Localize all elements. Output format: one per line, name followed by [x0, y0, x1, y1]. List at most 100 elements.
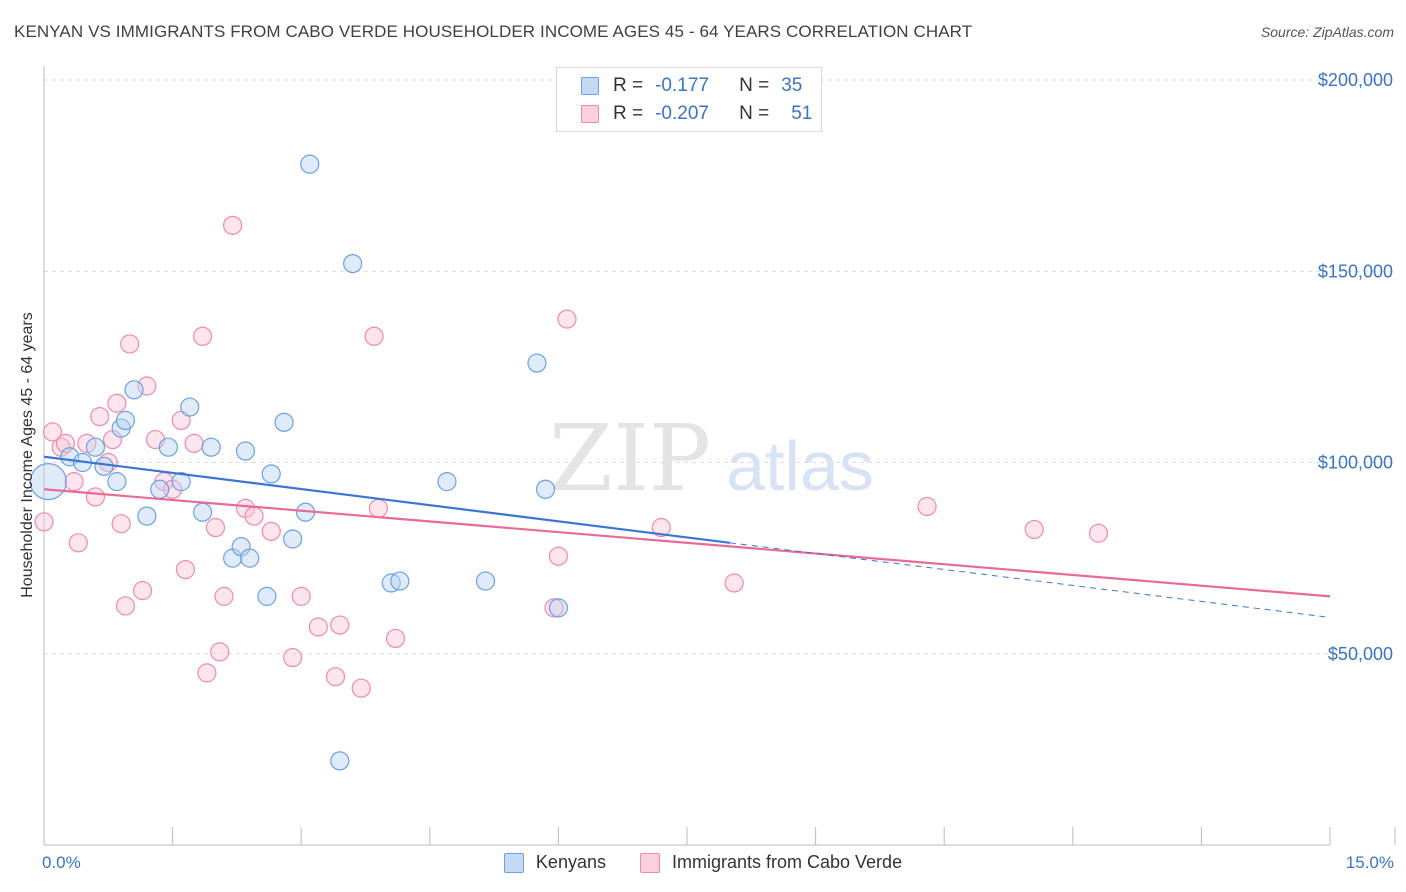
data-point [351, 678, 371, 698]
data-point [308, 617, 328, 637]
data-point [85, 437, 106, 457]
y-axis-label: Householder Income Ages 45 - 64 years [19, 312, 36, 598]
data-point [283, 647, 303, 668]
series-kenyans-points [29, 154, 569, 771]
y-tick-label: $150,000 [1318, 261, 1393, 281]
data-point [475, 571, 496, 591]
watermark-atlas: atlas [726, 427, 874, 505]
data-point [180, 397, 200, 417]
data-point [291, 586, 311, 606]
data-point [193, 502, 213, 522]
source-label: Source: ZipAtlas.com [1260, 24, 1394, 40]
data-point [201, 437, 221, 457]
data-point [94, 456, 114, 476]
data-point [283, 529, 303, 549]
trend-line-kenyans-extension [729, 542, 1331, 618]
data-point [235, 441, 256, 461]
data-point [390, 571, 410, 591]
data-point [437, 472, 457, 492]
data-point [111, 514, 131, 534]
legend-r-value: -0.177 [655, 75, 709, 96]
legend-n-value: 35 [781, 75, 803, 96]
data-point [535, 479, 556, 499]
bottom-legend-label-cabo-verde: Immigrants from Cabo Verde [671, 852, 903, 872]
data-point [364, 326, 384, 346]
data-point [171, 410, 191, 431]
bottom-legend-swatch-cabo-verde [639, 852, 660, 873]
legend-n-label: N = [739, 103, 770, 124]
data-point [205, 517, 226, 538]
data-point [150, 479, 170, 499]
data-point [210, 642, 230, 662]
x-tick-max: 15.0% [1345, 853, 1394, 872]
trend-line-cabo-verde [43, 488, 1331, 598]
data-point [368, 498, 388, 518]
y-tick-labels: $50,000 $100,000 $150,000 $200,000 [1318, 70, 1393, 664]
data-point [90, 407, 110, 427]
bottom-legend: Kenyans Immigrants from Cabo Verde [0, 852, 1406, 873]
data-point [257, 586, 277, 606]
data-point [115, 596, 136, 616]
legend-swatch-kenyans [581, 77, 599, 95]
legend-n-label: N = [739, 75, 770, 96]
data-point [197, 663, 217, 683]
data-point [171, 472, 191, 492]
data-point [115, 410, 136, 431]
data-point [240, 548, 260, 568]
correlation-legend: R = -0.177 N = 35 R = -0.207 N = 51 [556, 67, 822, 132]
data-point [193, 326, 213, 346]
data-point [64, 472, 84, 492]
data-point [557, 309, 577, 329]
trend-lines [43, 455, 1331, 618]
watermark-zip: ZIP [549, 405, 711, 512]
data-point [107, 393, 127, 413]
x-tick-min: 0.0% [42, 853, 81, 872]
data-point [548, 546, 569, 566]
y-tick-label: $50,000 [1328, 644, 1393, 664]
data-point [214, 586, 234, 606]
axes [43, 66, 1396, 846]
data-point [330, 751, 350, 771]
data-point [385, 628, 406, 649]
legend-swatch-cabo-verde [581, 105, 599, 123]
y-tick-label: $200,000 [1318, 70, 1393, 90]
data-point [137, 506, 157, 526]
legend-r-label: R = [613, 75, 644, 96]
data-point [42, 422, 63, 442]
legend-row-kenyans: R = -0.177 N = 35 [581, 74, 802, 98]
data-point [651, 517, 671, 538]
data-point [325, 667, 346, 687]
data-point [274, 412, 294, 432]
y-tick-label: $100,000 [1318, 453, 1393, 473]
data-point [244, 506, 264, 526]
data-point [724, 573, 744, 593]
legend-r-value: -0.207 [655, 103, 709, 124]
legend-r-label: R = [613, 103, 644, 124]
legend-n-value: 51 [791, 103, 813, 124]
data-point [1024, 519, 1044, 540]
data-point [175, 559, 196, 580]
bottom-legend-swatch-kenyans [503, 852, 524, 873]
data-point [34, 512, 54, 532]
data-point [1088, 523, 1109, 543]
data-point [261, 464, 281, 484]
data-point [120, 334, 140, 354]
gridlines [44, 79, 1395, 655]
bottom-legend-cabo-verde: Immigrants from Cabo Verde [639, 852, 903, 873]
data-point [137, 376, 157, 396]
legend-row-cabo-verde: R = -0.207 N = 51 [581, 102, 812, 126]
data-point [343, 254, 363, 274]
data-point [300, 154, 320, 174]
data-point [917, 496, 937, 517]
data-point [132, 581, 153, 601]
data-point [544, 598, 564, 618]
chart-title: KENYAN VS IMMIGRANTS FROM CABO VERDE HOU… [14, 22, 973, 41]
trend-line-kenyans [43, 455, 731, 544]
data-point [184, 433, 204, 453]
bottom-legend-label-kenyans: Kenyans [535, 852, 606, 872]
watermark: ZIP atlas [549, 405, 874, 512]
data-point [527, 353, 547, 373]
data-point [107, 472, 127, 492]
data-point [330, 615, 350, 635]
